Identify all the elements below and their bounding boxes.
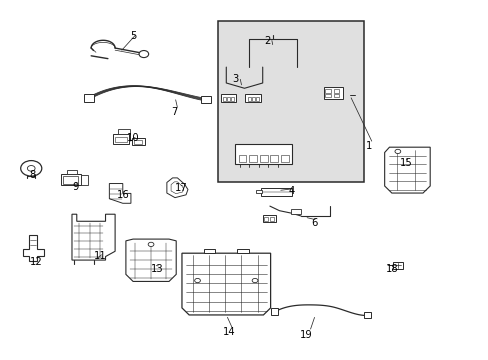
Bar: [132, 138, 145, 145]
Text: 19: 19: [299, 329, 311, 339]
Text: 9: 9: [73, 182, 79, 192]
Text: 15: 15: [399, 158, 412, 168]
Bar: [259, 154, 267, 162]
Text: 12: 12: [30, 257, 42, 267]
Text: 14: 14: [223, 327, 235, 337]
Polygon shape: [109, 184, 131, 203]
Bar: [325, 94, 330, 97]
Bar: [264, 217, 268, 221]
Text: 2: 2: [264, 36, 270, 46]
Bar: [218, 21, 364, 182]
Text: 11: 11: [93, 251, 106, 261]
Bar: [251, 97, 255, 101]
Bar: [238, 154, 246, 162]
Bar: [134, 140, 142, 144]
Bar: [84, 94, 93, 102]
Bar: [223, 97, 226, 101]
Bar: [333, 94, 339, 97]
Text: 1: 1: [365, 141, 371, 152]
Polygon shape: [23, 235, 44, 261]
Bar: [333, 89, 339, 93]
Bar: [249, 154, 256, 162]
Bar: [260, 188, 291, 195]
Bar: [256, 190, 261, 193]
Text: 10: 10: [127, 133, 140, 143]
Bar: [220, 94, 235, 102]
Circle shape: [252, 278, 257, 283]
Bar: [67, 170, 77, 174]
Bar: [245, 94, 260, 102]
Bar: [270, 154, 278, 162]
Text: 13: 13: [151, 264, 163, 274]
Bar: [269, 217, 274, 221]
Bar: [325, 89, 330, 93]
Bar: [247, 97, 251, 101]
Text: 6: 6: [310, 218, 317, 228]
Text: 7: 7: [170, 107, 177, 117]
Polygon shape: [125, 239, 176, 282]
Polygon shape: [72, 214, 115, 260]
Bar: [115, 136, 127, 142]
Bar: [280, 154, 288, 162]
Text: 8: 8: [29, 170, 36, 180]
Bar: [231, 97, 234, 101]
Bar: [118, 129, 130, 134]
Bar: [237, 249, 248, 253]
Bar: [112, 134, 129, 144]
Bar: [81, 175, 88, 185]
Polygon shape: [166, 178, 187, 198]
Bar: [262, 215, 276, 222]
Bar: [61, 174, 81, 185]
Polygon shape: [182, 253, 270, 315]
Bar: [63, 176, 78, 184]
Bar: [256, 97, 259, 101]
Text: 18: 18: [385, 264, 398, 274]
Bar: [364, 312, 371, 318]
Circle shape: [20, 161, 41, 176]
Bar: [291, 209, 301, 214]
Text: 3: 3: [232, 75, 239, 85]
Circle shape: [394, 149, 400, 154]
Bar: [234, 144, 292, 164]
Text: 5: 5: [130, 31, 136, 41]
Circle shape: [194, 278, 200, 283]
Text: 17: 17: [175, 183, 187, 193]
Circle shape: [27, 166, 35, 171]
Text: 16: 16: [117, 190, 130, 200]
Bar: [226, 97, 230, 101]
Bar: [270, 309, 278, 315]
Circle shape: [148, 242, 154, 247]
Bar: [323, 86, 342, 99]
Polygon shape: [384, 147, 429, 193]
Text: 4: 4: [288, 186, 294, 196]
Circle shape: [139, 50, 148, 58]
Bar: [392, 262, 402, 269]
Bar: [203, 249, 215, 253]
Bar: [201, 96, 210, 103]
